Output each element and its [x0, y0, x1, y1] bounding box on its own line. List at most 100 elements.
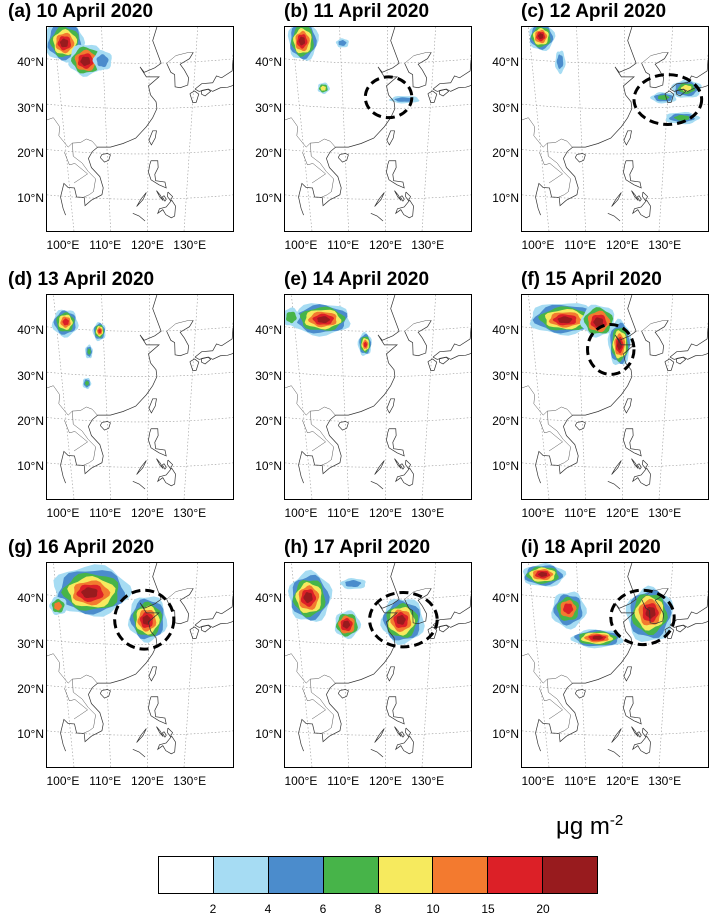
longitude-gridline — [339, 295, 349, 499]
coastline — [607, 480, 621, 490]
dust-concentration-area — [537, 33, 544, 40]
coastline — [664, 626, 675, 640]
dust-concentration-area — [298, 36, 306, 46]
coastline — [664, 358, 675, 372]
longitude-gridline — [421, 295, 437, 499]
latitude-label: 10°N — [255, 727, 282, 742]
latitude-gridline — [285, 417, 471, 423]
longitude-label: 120°E — [131, 774, 164, 788]
longitude-label: 110°E — [89, 774, 122, 788]
coastline — [642, 191, 648, 202]
latitude-gridline — [47, 371, 233, 377]
coastline — [166, 52, 194, 89]
coastline — [374, 728, 385, 743]
panel-title: (a) 10 April 2020 — [8, 1, 154, 22]
coastline — [60, 27, 162, 216]
latitude-label: 20°N — [17, 145, 44, 160]
coastline — [298, 563, 400, 752]
dust-concentration-area — [557, 316, 573, 324]
dust-concentration-area — [59, 38, 69, 48]
colorbar-tick-label: 15 — [481, 902, 495, 916]
latitude-gridline — [522, 194, 708, 200]
dust-concentration-area — [81, 587, 98, 598]
latitude-label: 20°N — [17, 681, 44, 696]
coastline — [370, 480, 384, 490]
coastline — [574, 689, 586, 699]
coastline — [405, 727, 411, 738]
dust-concentration-area — [342, 620, 351, 629]
coastline — [161, 731, 167, 738]
highlight-circle — [363, 75, 414, 120]
coastline — [136, 728, 147, 743]
coastline — [167, 459, 173, 470]
longitude-gridline — [421, 27, 437, 231]
latitude-gridline — [522, 149, 708, 155]
latitude-gridline — [47, 639, 233, 645]
country-border — [72, 411, 96, 466]
map-area — [521, 26, 709, 232]
country-border — [522, 385, 529, 389]
country-border — [310, 679, 334, 734]
map-panel-f: (f) 15 April 2020 40°N 30°N 20°N 10°N 100°E 11… — [477, 268, 709, 530]
coastline — [607, 212, 621, 222]
colorbar-swatch — [488, 857, 544, 893]
coastline — [631, 190, 639, 201]
latitude-label: 30°N — [255, 636, 282, 651]
dust-concentration-area — [62, 318, 69, 326]
coastline — [156, 458, 164, 469]
coastline — [132, 480, 146, 490]
country-border — [528, 117, 573, 148]
dust-concentration-area — [556, 54, 564, 70]
longitude-label: 130°E — [648, 774, 682, 788]
longitude-gridline — [622, 295, 625, 499]
latitude-gridline — [522, 462, 708, 468]
latitude-gridline — [522, 594, 708, 600]
coastline — [675, 624, 687, 633]
longitude-gridline — [147, 563, 150, 767]
longitude-gridline — [421, 563, 437, 767]
latitude-label: 30°N — [255, 368, 282, 383]
coastline — [394, 458, 402, 469]
coastline — [632, 467, 651, 487]
dust-concentration-area — [87, 348, 91, 355]
panel-title: (f) 15 April 2020 — [521, 269, 662, 290]
latitude-label: 10°N — [17, 191, 44, 206]
map-svg — [47, 27, 233, 231]
coastline — [669, 327, 708, 360]
latitude-label: 20°N — [492, 145, 519, 160]
latitude-gridline — [522, 103, 708, 109]
coastline — [337, 153, 349, 163]
country-border — [285, 117, 292, 121]
longitude-gridline — [528, 295, 550, 499]
coastline — [386, 666, 395, 682]
longitude-label: 130°E — [173, 238, 207, 252]
country-border — [72, 143, 96, 198]
panel-title: (h) 17 April 2020 — [284, 537, 431, 558]
coastline — [399, 463, 405, 470]
longitude-gridline — [622, 27, 625, 231]
dust-concentration-area — [98, 328, 102, 334]
latitude-label: 20°N — [492, 413, 519, 428]
coastline — [337, 421, 349, 431]
country-border — [539, 420, 563, 452]
latitude-gridline — [47, 103, 233, 109]
coastline — [99, 153, 111, 163]
dust-concentration-area — [338, 40, 347, 46]
coastline — [642, 727, 648, 738]
highlight-circle — [368, 590, 439, 649]
coastline — [194, 327, 233, 360]
map-svg — [522, 27, 708, 231]
country-border — [47, 117, 54, 121]
dust-concentration-area — [396, 614, 406, 625]
coastline — [166, 320, 194, 357]
country-border — [64, 688, 88, 720]
coastline — [405, 191, 411, 202]
coastline — [156, 726, 164, 737]
coastline — [438, 88, 450, 97]
latitude-gridline — [47, 149, 233, 155]
coastline — [432, 327, 471, 360]
highlight-circle — [609, 588, 676, 647]
coastline — [641, 588, 669, 625]
longitude-gridline — [147, 295, 150, 499]
dust-concentration-area — [616, 340, 622, 351]
